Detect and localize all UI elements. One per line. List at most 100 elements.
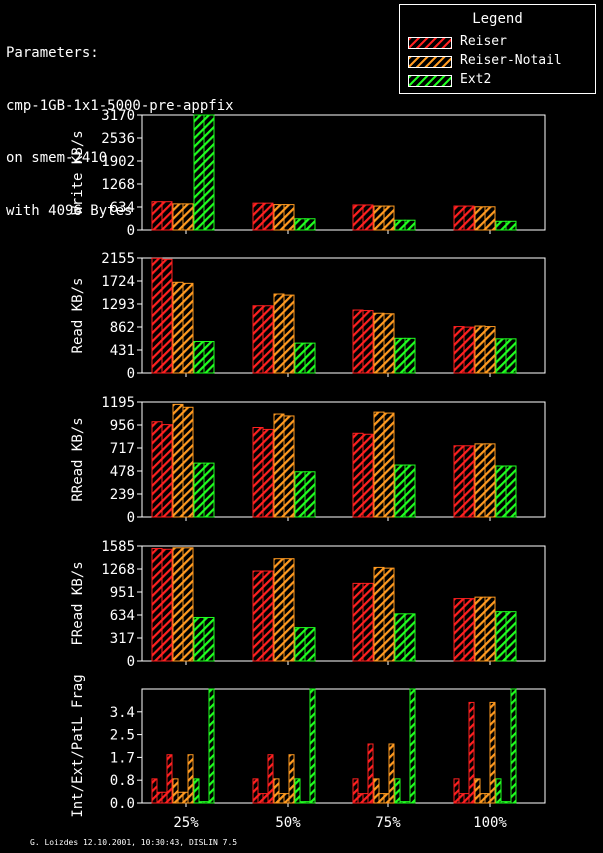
bar bbox=[399, 801, 406, 804]
bar bbox=[182, 203, 194, 231]
bar bbox=[304, 218, 316, 231]
bar bbox=[273, 778, 280, 804]
chart-panel: 0 634 1268 1902 2536 3170 Write KB/s bbox=[70, 108, 546, 239]
bar bbox=[203, 801, 210, 804]
params-line: Parameters: bbox=[6, 45, 99, 61]
bar bbox=[453, 778, 460, 804]
bar bbox=[394, 219, 406, 231]
bar bbox=[161, 424, 173, 518]
bar bbox=[352, 204, 364, 231]
y-tick-label: 1.7 bbox=[110, 750, 135, 766]
bar bbox=[505, 220, 517, 231]
bar bbox=[262, 428, 274, 518]
bar bbox=[453, 205, 465, 231]
bar bbox=[283, 558, 295, 662]
x-tick-label: 100% bbox=[473, 815, 507, 831]
bar bbox=[505, 338, 517, 374]
bar bbox=[362, 793, 369, 804]
bar bbox=[161, 201, 173, 231]
bar bbox=[172, 547, 184, 662]
bar bbox=[373, 778, 380, 804]
y-tick-label: 0 bbox=[127, 510, 135, 526]
bar bbox=[172, 281, 184, 374]
y-tick-label: 239 bbox=[110, 487, 135, 503]
bar bbox=[262, 202, 274, 231]
bar bbox=[151, 421, 163, 518]
bar bbox=[463, 598, 475, 662]
bar bbox=[383, 205, 395, 231]
y-tick-label: 1293 bbox=[101, 297, 135, 313]
bar bbox=[367, 743, 374, 804]
bar bbox=[262, 793, 269, 804]
bar bbox=[394, 778, 401, 804]
bar bbox=[203, 462, 215, 518]
bar bbox=[362, 433, 374, 518]
bar bbox=[474, 778, 481, 804]
bar bbox=[458, 793, 465, 804]
legend-swatch-reiser-notail bbox=[408, 56, 452, 68]
plot-frame bbox=[141, 401, 546, 518]
bar bbox=[273, 204, 285, 231]
bar bbox=[262, 570, 274, 662]
bar bbox=[288, 754, 295, 804]
bar bbox=[505, 465, 517, 518]
bar bbox=[182, 791, 189, 804]
y-axis-label: Int/Ext/PatL Frag bbox=[70, 674, 86, 817]
params-line: with 4096 Bytes bbox=[6, 202, 133, 219]
bar bbox=[294, 778, 301, 804]
bar bbox=[463, 445, 475, 518]
bar bbox=[484, 326, 496, 374]
chart-panel: 0.0 0.8 1.7 2.5 3.4 Int/Ext/PatL Frag 25% 50% 75… bbox=[70, 674, 546, 831]
bar bbox=[283, 415, 295, 518]
y-tick-label: 1724 bbox=[101, 274, 135, 290]
chart-panel: 0 431 862 1293 1724 2155 Read KB/s bbox=[70, 251, 546, 382]
bar bbox=[474, 325, 486, 374]
bar bbox=[484, 596, 496, 662]
y-axis-label: RRead KB/s bbox=[70, 417, 86, 501]
bar bbox=[383, 567, 395, 662]
bar bbox=[193, 341, 205, 374]
legend-title: Legend bbox=[472, 11, 523, 27]
bar bbox=[453, 326, 465, 374]
bar bbox=[495, 778, 502, 804]
bar bbox=[404, 219, 416, 231]
bar bbox=[177, 791, 184, 804]
bar bbox=[283, 294, 295, 374]
y-tick-label: 1902 bbox=[101, 154, 135, 170]
bar bbox=[388, 743, 395, 804]
bar bbox=[505, 611, 517, 662]
y-tick-label: 862 bbox=[110, 320, 135, 336]
y-axis-label: Write KB/s bbox=[70, 130, 86, 214]
bar bbox=[463, 793, 470, 804]
bar bbox=[362, 582, 374, 662]
params-line: cmp-1GB-1x1-5000-pre-appfix bbox=[6, 97, 234, 114]
y-tick-label: 431 bbox=[110, 343, 135, 359]
bar bbox=[404, 337, 416, 374]
bar bbox=[172, 778, 179, 804]
bar bbox=[161, 548, 173, 662]
bar bbox=[252, 305, 264, 374]
bar bbox=[283, 793, 290, 804]
bar bbox=[257, 793, 264, 804]
y-tick-label: 0.0 bbox=[110, 796, 135, 812]
bar bbox=[273, 293, 285, 374]
bar bbox=[373, 411, 385, 518]
bar bbox=[383, 793, 390, 804]
bar bbox=[172, 203, 184, 231]
bar bbox=[479, 793, 486, 804]
bar bbox=[151, 257, 163, 374]
bar bbox=[474, 443, 486, 518]
y-tick-label: 3.4 bbox=[110, 705, 135, 721]
bar bbox=[193, 616, 205, 662]
y-tick-label: 0 bbox=[127, 223, 135, 239]
bar bbox=[267, 754, 274, 804]
bar bbox=[208, 688, 215, 804]
bar bbox=[309, 688, 316, 804]
bar bbox=[252, 570, 264, 662]
bar bbox=[156, 791, 163, 804]
bar bbox=[151, 548, 163, 662]
bar bbox=[463, 205, 475, 231]
bar bbox=[273, 558, 285, 662]
legend-swatch-ext2 bbox=[408, 75, 452, 87]
bar bbox=[294, 342, 306, 374]
